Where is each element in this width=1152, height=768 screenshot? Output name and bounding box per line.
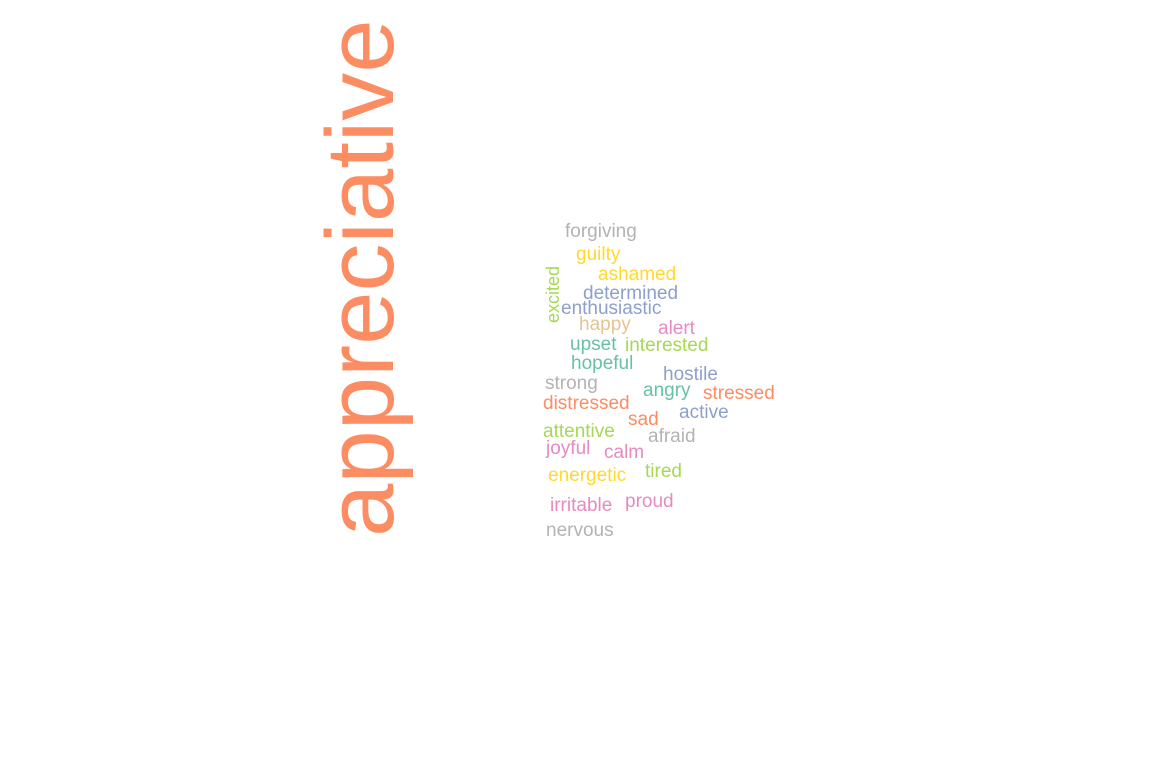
word-calm: calm: [604, 442, 645, 463]
word-afraid: afraid: [648, 426, 696, 447]
word-upset: upset: [570, 334, 617, 355]
word-excited: excited: [543, 265, 563, 323]
word-hostile: hostile: [663, 364, 718, 385]
word-attentive: attentive: [543, 421, 615, 442]
word-happy: happy: [579, 314, 631, 335]
word-tired: tired: [645, 461, 682, 482]
word-irritable: irritable: [550, 495, 613, 516]
word-sad: sad: [628, 409, 659, 430]
word-stressed: stressed: [703, 383, 775, 404]
word-joyful: joyful: [546, 438, 591, 459]
word-guilty: guilty: [576, 244, 621, 265]
word-energetic: energetic: [548, 465, 627, 486]
word-angry: angry: [643, 380, 691, 401]
word-enthusiastic: enthusiastic: [561, 298, 662, 319]
word-ashamed: ashamed: [598, 264, 677, 285]
word-distressed: distressed: [543, 393, 630, 414]
word-active: active: [679, 402, 729, 423]
word-alert: alert: [658, 318, 695, 339]
word-strong: strong: [545, 373, 598, 394]
word-interested: interested: [625, 335, 709, 356]
word-appreciative: appreciative: [307, 19, 414, 537]
word-nervous: nervous: [546, 520, 614, 541]
word-forgiving: forgiving: [565, 221, 637, 242]
word-proud: proud: [625, 491, 674, 512]
word-hopeful: hopeful: [571, 353, 634, 374]
word-determined: determined: [583, 283, 679, 304]
